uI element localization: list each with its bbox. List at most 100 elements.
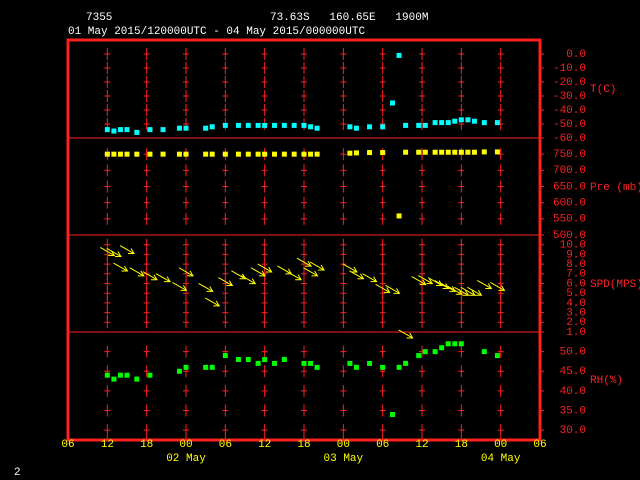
data-point	[353, 125, 359, 131]
grid-cross	[340, 180, 347, 193]
grid-cross	[340, 384, 347, 397]
wind-arrow-part	[180, 285, 188, 291]
data-point	[422, 149, 428, 155]
grid-cross	[497, 345, 504, 358]
grid-cross	[222, 48, 229, 60]
wind-arrow	[241, 275, 257, 285]
grid-cross	[497, 365, 504, 378]
wind-arrow-part	[257, 263, 272, 273]
grid-cross	[143, 345, 150, 358]
grid-cross	[301, 180, 307, 193]
data-point	[281, 356, 287, 362]
data-point	[262, 356, 268, 362]
grid-cross	[183, 104, 189, 116]
grid-cross	[104, 164, 111, 177]
wind-arrow	[250, 267, 266, 277]
wind-arrow	[257, 263, 273, 273]
data-point	[147, 372, 153, 378]
grid-cross	[261, 424, 268, 437]
grid-cross	[261, 180, 268, 193]
data-point	[104, 127, 110, 133]
y-tick-label: 30.0	[560, 425, 586, 437]
grid-cross	[104, 384, 111, 397]
wind-arrow-part	[231, 270, 246, 280]
wind-arrow-part	[460, 286, 476, 296]
wind-arrow-part	[106, 248, 122, 257]
data-point	[147, 151, 153, 157]
wind-arrow-part	[265, 266, 273, 273]
data-point	[439, 149, 445, 155]
wind-arrow	[309, 261, 325, 271]
grid-cross	[143, 76, 150, 88]
grid-cross	[340, 424, 347, 437]
grid-cross	[379, 424, 386, 437]
data-point	[291, 151, 297, 157]
grid-cross	[301, 316, 307, 329]
grid-cross	[497, 164, 504, 177]
y-tick-label: -10.0	[553, 63, 586, 75]
grid-cross	[497, 180, 504, 193]
grid-cross	[458, 62, 465, 74]
data-point	[439, 345, 445, 351]
data-point	[124, 372, 130, 378]
grid-cross	[104, 180, 111, 193]
data-point	[390, 411, 395, 417]
grid-cross	[419, 212, 425, 225]
grid-cross	[340, 90, 347, 102]
wind-arrow-part	[477, 280, 492, 289]
data-point	[432, 149, 438, 155]
wind-arrow-part	[226, 280, 234, 287]
wind-arrow-part	[142, 271, 158, 281]
grid-cross	[104, 345, 111, 358]
wind-arrow-part	[121, 265, 129, 272]
wind-arrow	[286, 271, 303, 281]
data-point	[111, 128, 117, 134]
y-tick-label: 0.0	[566, 49, 586, 61]
grid-cross	[379, 212, 386, 225]
y-tick-label: -40.0	[553, 105, 586, 117]
x-tick-label: 12	[101, 439, 114, 451]
wind-arrow-part	[286, 271, 302, 281]
data-point	[353, 150, 359, 156]
data-point	[104, 151, 110, 157]
wind-arrow-part	[318, 264, 325, 271]
grid-cross	[419, 196, 425, 209]
grid-cross	[183, 76, 189, 88]
grid-cross	[458, 104, 465, 116]
y-tick-label: 5.0	[566, 288, 586, 300]
grid-cross	[261, 164, 268, 177]
data-point	[494, 353, 500, 359]
data-point	[301, 360, 307, 366]
wind-arrow-part	[342, 263, 358, 273]
grid-cross	[301, 345, 307, 358]
wind-arrow-part	[350, 266, 358, 273]
grid-cross	[104, 196, 111, 209]
data-point	[481, 349, 487, 355]
y-tick-label: 6.0	[566, 278, 586, 290]
data-point	[203, 151, 209, 157]
data-point	[465, 117, 471, 123]
data-point	[262, 122, 268, 128]
data-point	[347, 360, 353, 366]
wind-arrow-part	[150, 274, 158, 281]
data-point	[176, 368, 182, 374]
data-point	[235, 151, 241, 157]
wind-arrow-part	[303, 267, 318, 277]
data-point	[222, 353, 228, 359]
data-point	[465, 149, 471, 155]
grid-cross	[458, 76, 465, 88]
grid-cross	[497, 316, 504, 329]
grid-cross	[143, 365, 150, 378]
data-point	[111, 151, 117, 157]
grid-cross	[301, 164, 307, 177]
wind-arrow-part	[449, 286, 457, 292]
grid-cross	[183, 48, 189, 60]
grid-cross	[497, 196, 504, 209]
data-point	[176, 125, 182, 131]
data-point	[111, 376, 117, 382]
grid-cross	[379, 48, 386, 60]
grid-cross	[419, 104, 425, 116]
wind-arrow-part	[447, 285, 463, 295]
y-tick-label: 9.0	[566, 249, 586, 261]
